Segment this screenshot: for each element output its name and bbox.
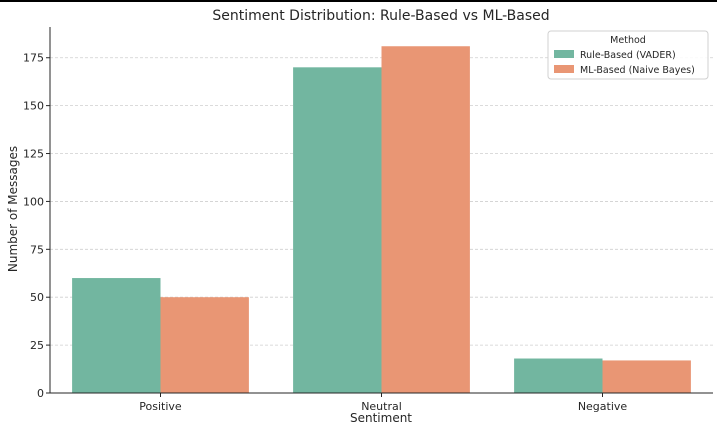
bar — [381, 46, 470, 394]
bar — [293, 67, 382, 393]
x-tick-label: Neutral — [361, 400, 402, 413]
y-tick-label: 0 — [37, 387, 44, 400]
legend-box — [547, 30, 709, 80]
legend-swatch — [554, 65, 574, 73]
legend-label: Rule-Based (VADER) — [580, 50, 676, 61]
y-tick-label: 25 — [30, 339, 44, 352]
bar — [602, 360, 691, 393]
legend-label: ML-Based (Naive Bayes) — [580, 65, 695, 76]
y-tick-label: 100 — [23, 195, 44, 208]
legend: Method Rule-Based (VADER) ML-Based (Naive … — [547, 30, 709, 80]
y-tick-label: 75 — [30, 243, 44, 256]
y-tick-label: 150 — [23, 100, 44, 113]
bars — [72, 46, 691, 394]
y-tick-label: 175 — [23, 52, 44, 65]
legend-title: Method — [610, 35, 646, 46]
bar — [72, 278, 161, 393]
bar — [514, 358, 603, 393]
gridlines — [50, 57, 713, 346]
y-tick-label: 125 — [23, 148, 44, 161]
x-tick-label: Positive — [139, 400, 182, 413]
chart-title: Sentiment Distribution: Rule-Based vs ML… — [212, 8, 549, 24]
y-axis-label: Number of Messages — [6, 146, 20, 272]
x-tick-label: Negative — [578, 400, 628, 413]
window-top-border — [0, 0, 717, 2]
y-tick-label: 50 — [30, 291, 44, 304]
bar — [160, 297, 249, 393]
legend-swatch — [554, 50, 574, 58]
x-ticks: Positive Neutral Negative — [139, 393, 627, 413]
y-ticks: 0 25 50 75 100 125 150 175 — [23, 52, 50, 400]
x-axis-label: Sentiment — [350, 411, 412, 425]
